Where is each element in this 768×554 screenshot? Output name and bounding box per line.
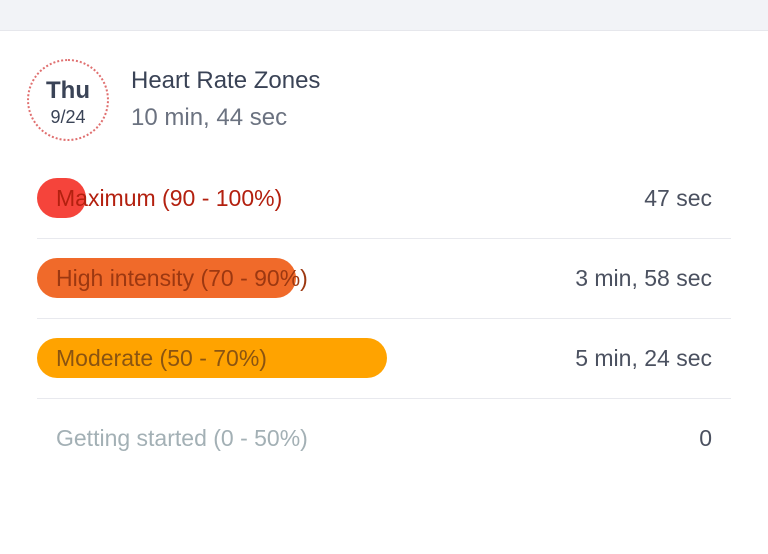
- zone-label-getting-started: Getting started (0 - 50%): [56, 425, 308, 451]
- date-badge: Thu 9/24: [27, 59, 109, 141]
- card-title: Heart Rate Zones: [131, 67, 321, 94]
- zone-value-moderate: 5 min, 24 sec: [575, 345, 712, 371]
- zone-value-high-intensity: 3 min, 58 sec: [575, 265, 712, 291]
- zone-value-maximum: 47 sec: [644, 185, 712, 211]
- zone-row-moderate: Moderate (50 - 70%) 5 min, 24 sec: [37, 318, 731, 399]
- zone-row-high-intensity: High intensity (70 - 90%) 3 min, 58 sec: [37, 238, 731, 319]
- zone-row-getting-started: Getting started (0 - 50%) 0: [37, 398, 731, 478]
- heart-rate-zones-card[interactable]: Thu 9/24 Heart Rate Zones 10 min, 44 sec…: [0, 31, 768, 554]
- date-day: Thu: [46, 77, 90, 104]
- total-duration: 10 min, 44 sec: [131, 104, 288, 131]
- zone-label-high-intensity: High intensity (70 - 90%): [56, 265, 308, 291]
- zone-bar-moderate: [37, 338, 387, 378]
- zone-row-maximum: Maximum (90 - 100%) 47 sec: [37, 158, 731, 239]
- top-band: [0, 0, 768, 31]
- zone-label-maximum: Maximum (90 - 100%): [56, 185, 283, 211]
- zone-bar-high-intensity: [37, 258, 296, 298]
- date-number: 9/24: [50, 107, 86, 127]
- zone-bar-maximum: [37, 178, 86, 218]
- zone-value-getting-started: 0: [699, 425, 712, 451]
- zone-label-moderate: Moderate (50 - 70%): [56, 345, 267, 371]
